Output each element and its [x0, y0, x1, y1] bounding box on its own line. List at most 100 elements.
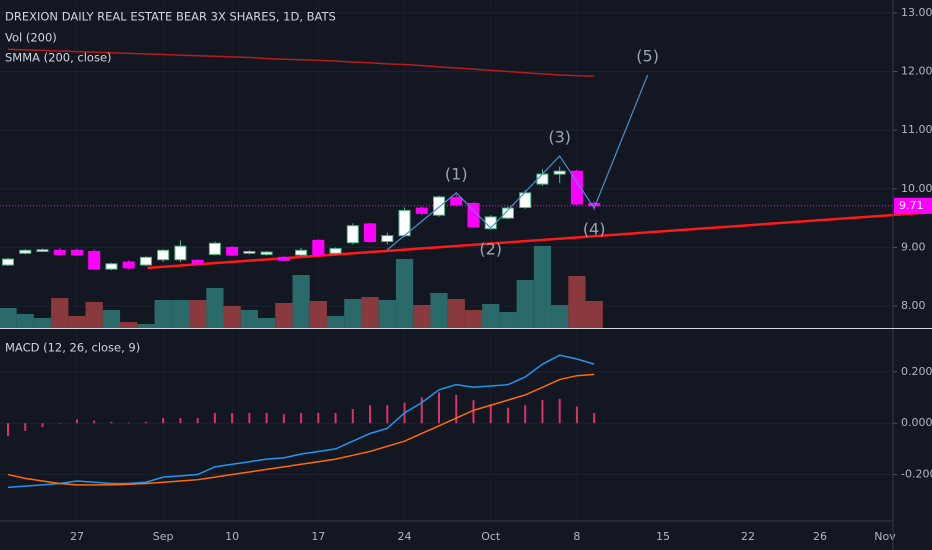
indicator-label: SMMA (200, close) [5, 51, 112, 65]
candle-body [105, 263, 118, 270]
histogram-bar [162, 418, 165, 424]
volume-bar [533, 246, 552, 328]
volume-bar [223, 306, 241, 328]
candle-body [19, 249, 32, 254]
macd-line [7, 373, 595, 486]
candle-body [277, 256, 290, 261]
candle-body [329, 248, 342, 254]
x-tick-label: 17 [311, 530, 325, 543]
candle-body [88, 250, 101, 270]
wave-label: (2) [479, 240, 502, 259]
histogram-bar [127, 422, 130, 424]
volume-bar [51, 298, 69, 328]
volume-bar [258, 318, 276, 328]
volume-bar [361, 297, 379, 328]
candle-body [191, 259, 204, 265]
candle-body [415, 207, 428, 214]
volume-bar [447, 299, 465, 328]
histogram-bar [110, 421, 113, 424]
x-tick-label: 22 [741, 530, 755, 543]
volume-bar [326, 316, 345, 328]
histogram-bar [334, 412, 337, 424]
volume-bar [585, 301, 603, 328]
wave-line [386, 74, 649, 251]
volume-bar [189, 300, 207, 328]
candle-body [157, 249, 170, 261]
histogram-bar [58, 423, 61, 424]
y-tick-label: 12.00 [901, 65, 932, 78]
volume-bar [568, 276, 586, 328]
histogram-bar [248, 412, 251, 424]
volume-bar [430, 293, 448, 328]
volume-bar [85, 302, 103, 328]
x-tick-label: 27 [70, 530, 84, 543]
x-tick-label: 8 [573, 530, 580, 543]
candle-body [312, 239, 325, 256]
histogram-bar [438, 392, 440, 424]
candle-body [467, 202, 480, 228]
volume-bar [33, 318, 52, 328]
histogram-bar [93, 420, 96, 424]
candle-body [122, 261, 135, 269]
volume-bar [68, 316, 86, 328]
volume-bar [482, 304, 500, 328]
histogram-bar [265, 412, 268, 424]
last-price-box [894, 197, 932, 214]
candle-body [450, 197, 463, 206]
histogram-bar [575, 406, 578, 424]
volume-bar [137, 324, 155, 328]
x-tick-label: Nov [874, 530, 896, 543]
candle-body [295, 249, 308, 256]
candle-body [226, 246, 239, 256]
y-tick-label: 11.00 [901, 123, 932, 136]
histogram-bar [455, 394, 458, 424]
volume-bar [171, 300, 190, 328]
candle-body [536, 173, 549, 185]
candle-body [139, 256, 152, 266]
candle-body [174, 245, 187, 261]
volume-bar [499, 312, 517, 328]
histogram-bar [196, 418, 199, 424]
candle-body [364, 223, 377, 243]
x-tick-label: 26 [813, 530, 827, 543]
macd-line [7, 354, 595, 489]
volume-bar [309, 301, 327, 328]
histogram-bar [472, 400, 475, 424]
histogram-bar [558, 398, 561, 424]
candle-body [588, 202, 601, 207]
histogram-bar [300, 412, 303, 424]
volume-bar [344, 299, 362, 328]
candle-body [570, 170, 583, 205]
volume-bar [464, 310, 483, 328]
candle-body [70, 249, 83, 256]
wave-label: (1) [445, 164, 468, 183]
histogram-bar [41, 423, 44, 428]
candle-body [2, 258, 14, 266]
candle-body [484, 216, 497, 230]
candle-body [519, 192, 532, 209]
chart-title: DREXION DAILY REAL ESTATE BEAR 3X SHARES… [5, 10, 336, 24]
volume-bar [154, 300, 172, 328]
volume-bar [16, 314, 34, 328]
histogram-bar [524, 405, 527, 424]
histogram-bar [24, 423, 27, 431]
histogram-bar [179, 418, 182, 424]
y-tick-label: 8.00 [901, 299, 926, 312]
candle-body [260, 251, 273, 255]
x-tick-label: 10 [225, 530, 239, 543]
x-tick-label: 15 [656, 530, 670, 543]
candle-body [381, 235, 394, 243]
histogram-bar [386, 405, 389, 424]
candle-body [243, 250, 256, 254]
histogram-bar [231, 412, 234, 424]
volume-bar [292, 275, 310, 328]
candle-body [346, 225, 359, 244]
y-tick-label: 13.00 [901, 6, 932, 19]
histogram-bar [7, 423, 9, 437]
volume-bar [395, 259, 414, 328]
volume-bar [413, 305, 431, 328]
x-tick-label: 24 [398, 530, 412, 543]
wave-label: (5) [636, 47, 659, 66]
